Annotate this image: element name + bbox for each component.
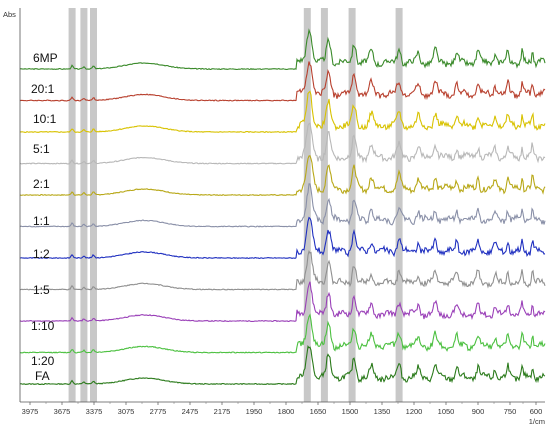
highlight-band (90, 8, 97, 402)
series-line (19, 281, 546, 323)
x-tick-label: 2175 (214, 407, 231, 416)
highlight-band (303, 8, 311, 402)
x-tick-label: 1950 (246, 407, 263, 416)
x-axis-unit: 1/cm (529, 417, 545, 426)
spectra-traces (19, 28, 546, 386)
highlight-band (80, 8, 88, 402)
series-label: 20:1 (31, 82, 55, 96)
x-tick-label: 1650 (310, 407, 327, 416)
series-line (19, 155, 546, 197)
series-line (19, 313, 546, 354)
series-label: 1:1 (33, 214, 50, 228)
series-line (19, 122, 546, 165)
series-label: 1:5 (33, 283, 50, 297)
x-tick-label: 1200 (406, 407, 423, 416)
x-tick-label: 1050 (438, 407, 455, 416)
x-tick-label: 600 (530, 407, 543, 416)
series-label: 1:20 (31, 354, 55, 368)
series-line (19, 250, 546, 291)
x-tick-label: 2475 (182, 407, 199, 416)
x-tick-label: 3975 (22, 407, 39, 416)
series-line (19, 344, 546, 386)
series-label: 6MP (33, 51, 58, 65)
x-tick-label: 2775 (150, 407, 167, 416)
axes: Abs 1/cm (3, 8, 545, 426)
x-tick-label: 1500 (342, 407, 359, 416)
series-line (19, 90, 546, 134)
highlight-band (348, 8, 356, 402)
series-label: 1:2 (33, 247, 50, 261)
series-line (19, 28, 546, 71)
highlight-band (320, 8, 328, 402)
series-label: 1:10 (31, 319, 55, 333)
series-label: 10:1 (33, 112, 57, 126)
x-tick-label: 750 (504, 407, 517, 416)
x-tick-label: 1800 (278, 407, 295, 416)
x-tick-label: 3075 (118, 407, 135, 416)
highlight-band (68, 8, 76, 402)
series-label: 2:1 (33, 177, 50, 191)
x-tick-label: 900 (472, 407, 485, 416)
x-ticks: 3975 3675 3375 3075 2775 2475 2175 1950 1800 1650… (22, 402, 543, 416)
series-label: 5:1 (33, 142, 50, 156)
highlight-band (395, 8, 403, 402)
series-line (19, 183, 546, 228)
series-line (19, 61, 546, 102)
x-tick-label: 3375 (86, 407, 103, 416)
x-tick-label: 3675 (54, 407, 71, 416)
y-axis-label: Abs (3, 10, 16, 19)
highlight-bands (68, 8, 403, 402)
series-line (19, 216, 546, 260)
x-tick-label: 1350 (374, 407, 391, 416)
series-label: FA (35, 369, 50, 383)
